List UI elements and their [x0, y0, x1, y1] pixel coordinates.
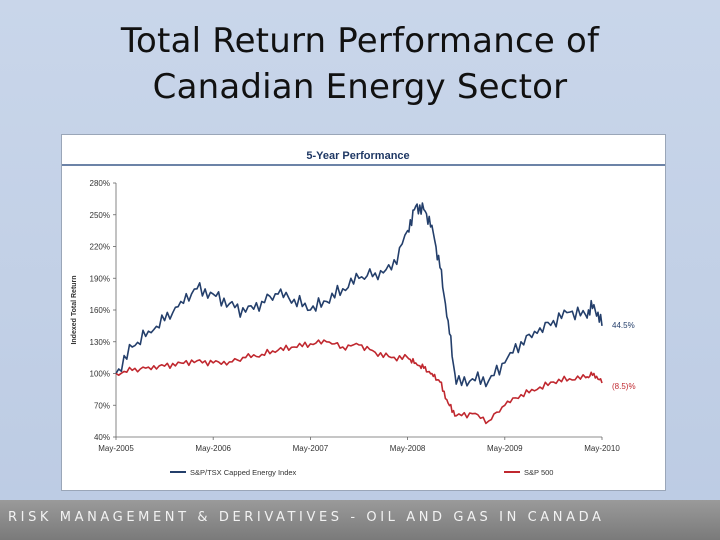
- y-tick-label: 250%: [90, 211, 110, 220]
- slide-title: Total Return Performance of Canadian Ene…: [0, 18, 720, 110]
- series-lines: [115, 202, 603, 425]
- y-axis-label: Indexed Total Return: [71, 275, 78, 344]
- y-tick-label: 280%: [90, 179, 110, 188]
- x-ticks: May-2005 May-2006 May-2007 May-2008 May-2009…: [98, 437, 620, 453]
- slide-title-line-2: Canadian Energy Sector: [152, 67, 568, 107]
- footer-band: RISK MANAGEMENT & DERIVATIVES - OIL AND …: [0, 500, 720, 540]
- x-tick-label: May-2009: [487, 444, 523, 453]
- series-end-label: 44.5%: [612, 321, 635, 330]
- x-tick-label: May-2007: [293, 444, 329, 453]
- legend-label: S&P/TSX Capped Energy Index: [190, 468, 297, 477]
- y-ticks: 280% 250% 220% 190% 160% 130% 100% 70% 40%: [90, 179, 116, 442]
- end-labels: 44.5% (8.5)%: [612, 321, 636, 391]
- x-tick-label: May-2005: [98, 444, 134, 453]
- x-tick-label: May-2008: [390, 444, 426, 453]
- legend-label: S&P 500: [524, 468, 553, 477]
- series-line-energy-index: [115, 202, 603, 388]
- y-tick-label: 160%: [90, 306, 110, 315]
- footer-text: RISK MANAGEMENT & DERIVATIVES - OIL AND …: [8, 510, 605, 525]
- y-tick-label: 190%: [90, 274, 110, 283]
- y-tick-label: 40%: [94, 433, 110, 442]
- chart-title: 5-Year Performance: [306, 150, 409, 162]
- y-tick-label: 130%: [90, 338, 110, 347]
- performance-chart: 5-Year Performance Indexed Total Return …: [62, 150, 665, 477]
- y-tick-label: 100%: [90, 370, 110, 379]
- series-end-label: (8.5)%: [612, 382, 636, 391]
- legend: S&P/TSX Capped Energy Index S&P 500: [170, 468, 553, 477]
- chart-frame: 5-Year Performance Indexed Total Return …: [61, 134, 666, 491]
- y-tick-label: 70%: [94, 401, 110, 410]
- x-tick-label: May-2010: [584, 444, 620, 453]
- slide-title-line-1: Total Return Performance of: [120, 21, 600, 61]
- series-line-sp500: [115, 339, 603, 425]
- x-tick-label: May-2006: [195, 444, 231, 453]
- y-tick-label: 220%: [90, 243, 110, 252]
